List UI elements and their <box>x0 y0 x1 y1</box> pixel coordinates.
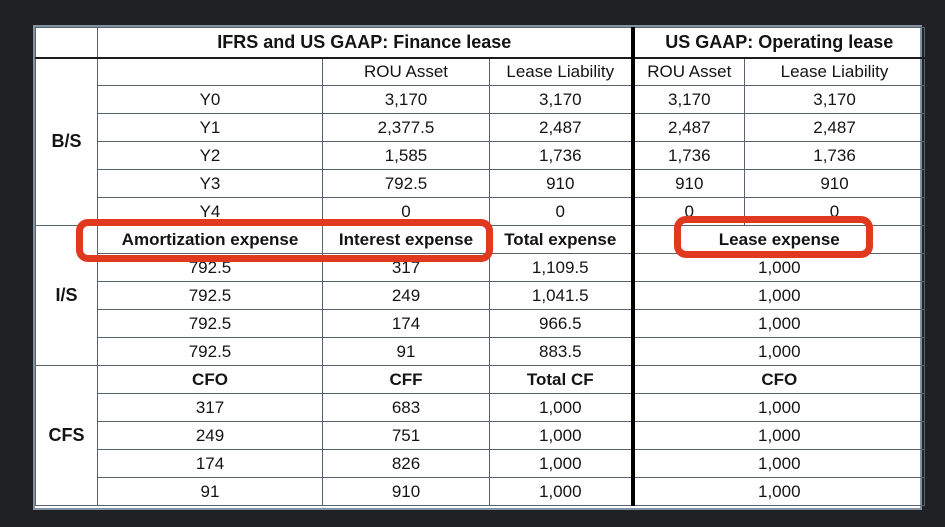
value-cell: 1,000 <box>630 449 926 478</box>
value-cell: 1,736 <box>744 141 926 170</box>
section-label-cfs: CFS <box>35 365 98 506</box>
value-cell: 2,487 <box>630 113 746 142</box>
empty-cell <box>97 57 323 86</box>
value-cell: 2,377.5 <box>322 113 490 142</box>
table-row: Y1 2,377.5 2,487 2,487 2,487 <box>36 113 926 142</box>
year-label: Y4 <box>97 197 323 226</box>
table-row: Y4 0 0 0 0 <box>36 197 926 226</box>
table-row: Y2 1,585 1,736 1,736 1,736 <box>36 141 926 170</box>
finance-lease-title: IFRS and US GAAP: Finance lease <box>96 27 634 59</box>
value-cell: 1,000 <box>488 421 634 450</box>
value-cell: 3,170 <box>630 85 746 114</box>
value-cell: 792.5 <box>97 253 323 282</box>
table-row: 317 683 1,000 1,000 <box>36 393 926 422</box>
col-header-cfo: CFO <box>97 365 323 394</box>
col-header-interest-expense: Interest expense <box>322 225 490 254</box>
operating-lease-title: US GAAP: Operating lease <box>630 27 926 59</box>
value-cell: 792.5 <box>97 337 323 366</box>
value-cell: 910 <box>630 169 746 198</box>
year-label: Y0 <box>97 85 323 114</box>
value-cell: 91 <box>97 477 323 506</box>
col-header-finance-rou-asset: ROU Asset <box>322 57 490 86</box>
value-cell: 966.5 <box>488 309 634 338</box>
corner-cell <box>35 27 98 59</box>
value-cell: 1,000 <box>488 449 634 478</box>
value-cell: 0 <box>488 197 634 226</box>
value-cell: 249 <box>97 421 323 450</box>
table-row: Y3 792.5 910 910 910 <box>36 169 926 198</box>
value-cell: 0 <box>630 197 746 226</box>
section-label-bs: B/S <box>35 57 98 226</box>
value-cell: 1,109.5 <box>488 253 634 282</box>
year-label: Y2 <box>97 141 323 170</box>
value-cell: 1,000 <box>488 393 634 422</box>
table-row: 249 751 1,000 1,000 <box>36 421 926 450</box>
value-cell: 2,487 <box>488 113 634 142</box>
col-header-operating-rou-asset: ROU Asset <box>630 57 746 86</box>
year-label: Y1 <box>97 113 323 142</box>
col-header-amortization-expense: Amortization expense <box>97 225 323 254</box>
lease-table: IFRS and US GAAP: Finance lease US GAAP:… <box>35 27 926 506</box>
value-cell: 317 <box>322 253 490 282</box>
value-cell: 1,000 <box>630 253 926 282</box>
table-row: I/S Amortization expense Interest expens… <box>35 225 926 366</box>
lease-accounting-comparison-table: IFRS and US GAAP: Finance lease US GAAP:… <box>33 25 926 510</box>
value-cell: 3,170 <box>322 85 490 114</box>
col-header-lease-expense: Lease expense <box>630 225 926 254</box>
value-cell: 174 <box>97 449 323 478</box>
value-cell: 883.5 <box>488 337 634 366</box>
col-header-operating-cfo: CFO <box>630 365 926 394</box>
value-cell: 0 <box>322 197 490 226</box>
table-row: 792.5 174 966.5 1,000 <box>36 309 926 338</box>
value-cell: 1,000 <box>630 337 926 366</box>
table-row: IFRS and US GAAP: Finance lease US GAAP:… <box>35 27 926 59</box>
table-row: 792.5 249 1,041.5 1,000 <box>36 281 926 310</box>
value-cell: 751 <box>322 421 490 450</box>
value-cell: 1,000 <box>630 281 926 310</box>
value-cell: 910 <box>744 169 926 198</box>
value-cell: 1,000 <box>630 309 926 338</box>
value-cell: 2,487 <box>744 113 926 142</box>
value-cell: 0 <box>744 197 926 226</box>
col-header-total-cf: Total CF <box>488 365 634 394</box>
value-cell: 792.5 <box>322 169 490 198</box>
table-row: CFS CFO CFF Total CF CFO <box>35 365 926 506</box>
value-cell: 1,041.5 <box>488 281 634 310</box>
table-row: 792.5 317 1,109.5 1,000 <box>36 253 926 282</box>
value-cell: 3,170 <box>744 85 926 114</box>
section-label-is: I/S <box>35 225 98 366</box>
value-cell: 91 <box>322 337 490 366</box>
year-label: Y3 <box>97 169 323 198</box>
value-cell: 174 <box>322 309 490 338</box>
value-cell: 1,000 <box>630 393 926 422</box>
value-cell: 792.5 <box>97 281 323 310</box>
value-cell: 1,000 <box>488 477 634 506</box>
table-row: B/S ROU Asset Lease Liability ROU Asset … <box>35 57 926 226</box>
value-cell: 683 <box>322 393 490 422</box>
value-cell: 792.5 <box>97 309 323 338</box>
value-cell: 1,736 <box>488 141 634 170</box>
table-row: 91 910 1,000 1,000 <box>36 477 926 506</box>
value-cell: 249 <box>322 281 490 310</box>
value-cell: 826 <box>322 449 490 478</box>
table-row: 174 826 1,000 1,000 <box>36 449 926 478</box>
value-cell: 910 <box>322 477 490 506</box>
col-header-total-expense: Total expense <box>488 225 634 254</box>
col-header-finance-lease-liability: Lease Liability <box>488 57 634 86</box>
value-cell: 910 <box>488 169 634 198</box>
table-row: 792.5 91 883.5 1,000 <box>36 337 926 366</box>
value-cell: 1,000 <box>630 477 926 506</box>
value-cell: 1,736 <box>630 141 746 170</box>
table-row: Y0 3,170 3,170 3,170 3,170 <box>36 85 926 114</box>
value-cell: 3,170 <box>488 85 634 114</box>
value-cell: 317 <box>97 393 323 422</box>
value-cell: 1,585 <box>322 141 490 170</box>
value-cell: 1,000 <box>630 421 926 450</box>
col-header-operating-lease-liability: Lease Liability <box>744 57 926 86</box>
col-header-cff: CFF <box>322 365 490 394</box>
